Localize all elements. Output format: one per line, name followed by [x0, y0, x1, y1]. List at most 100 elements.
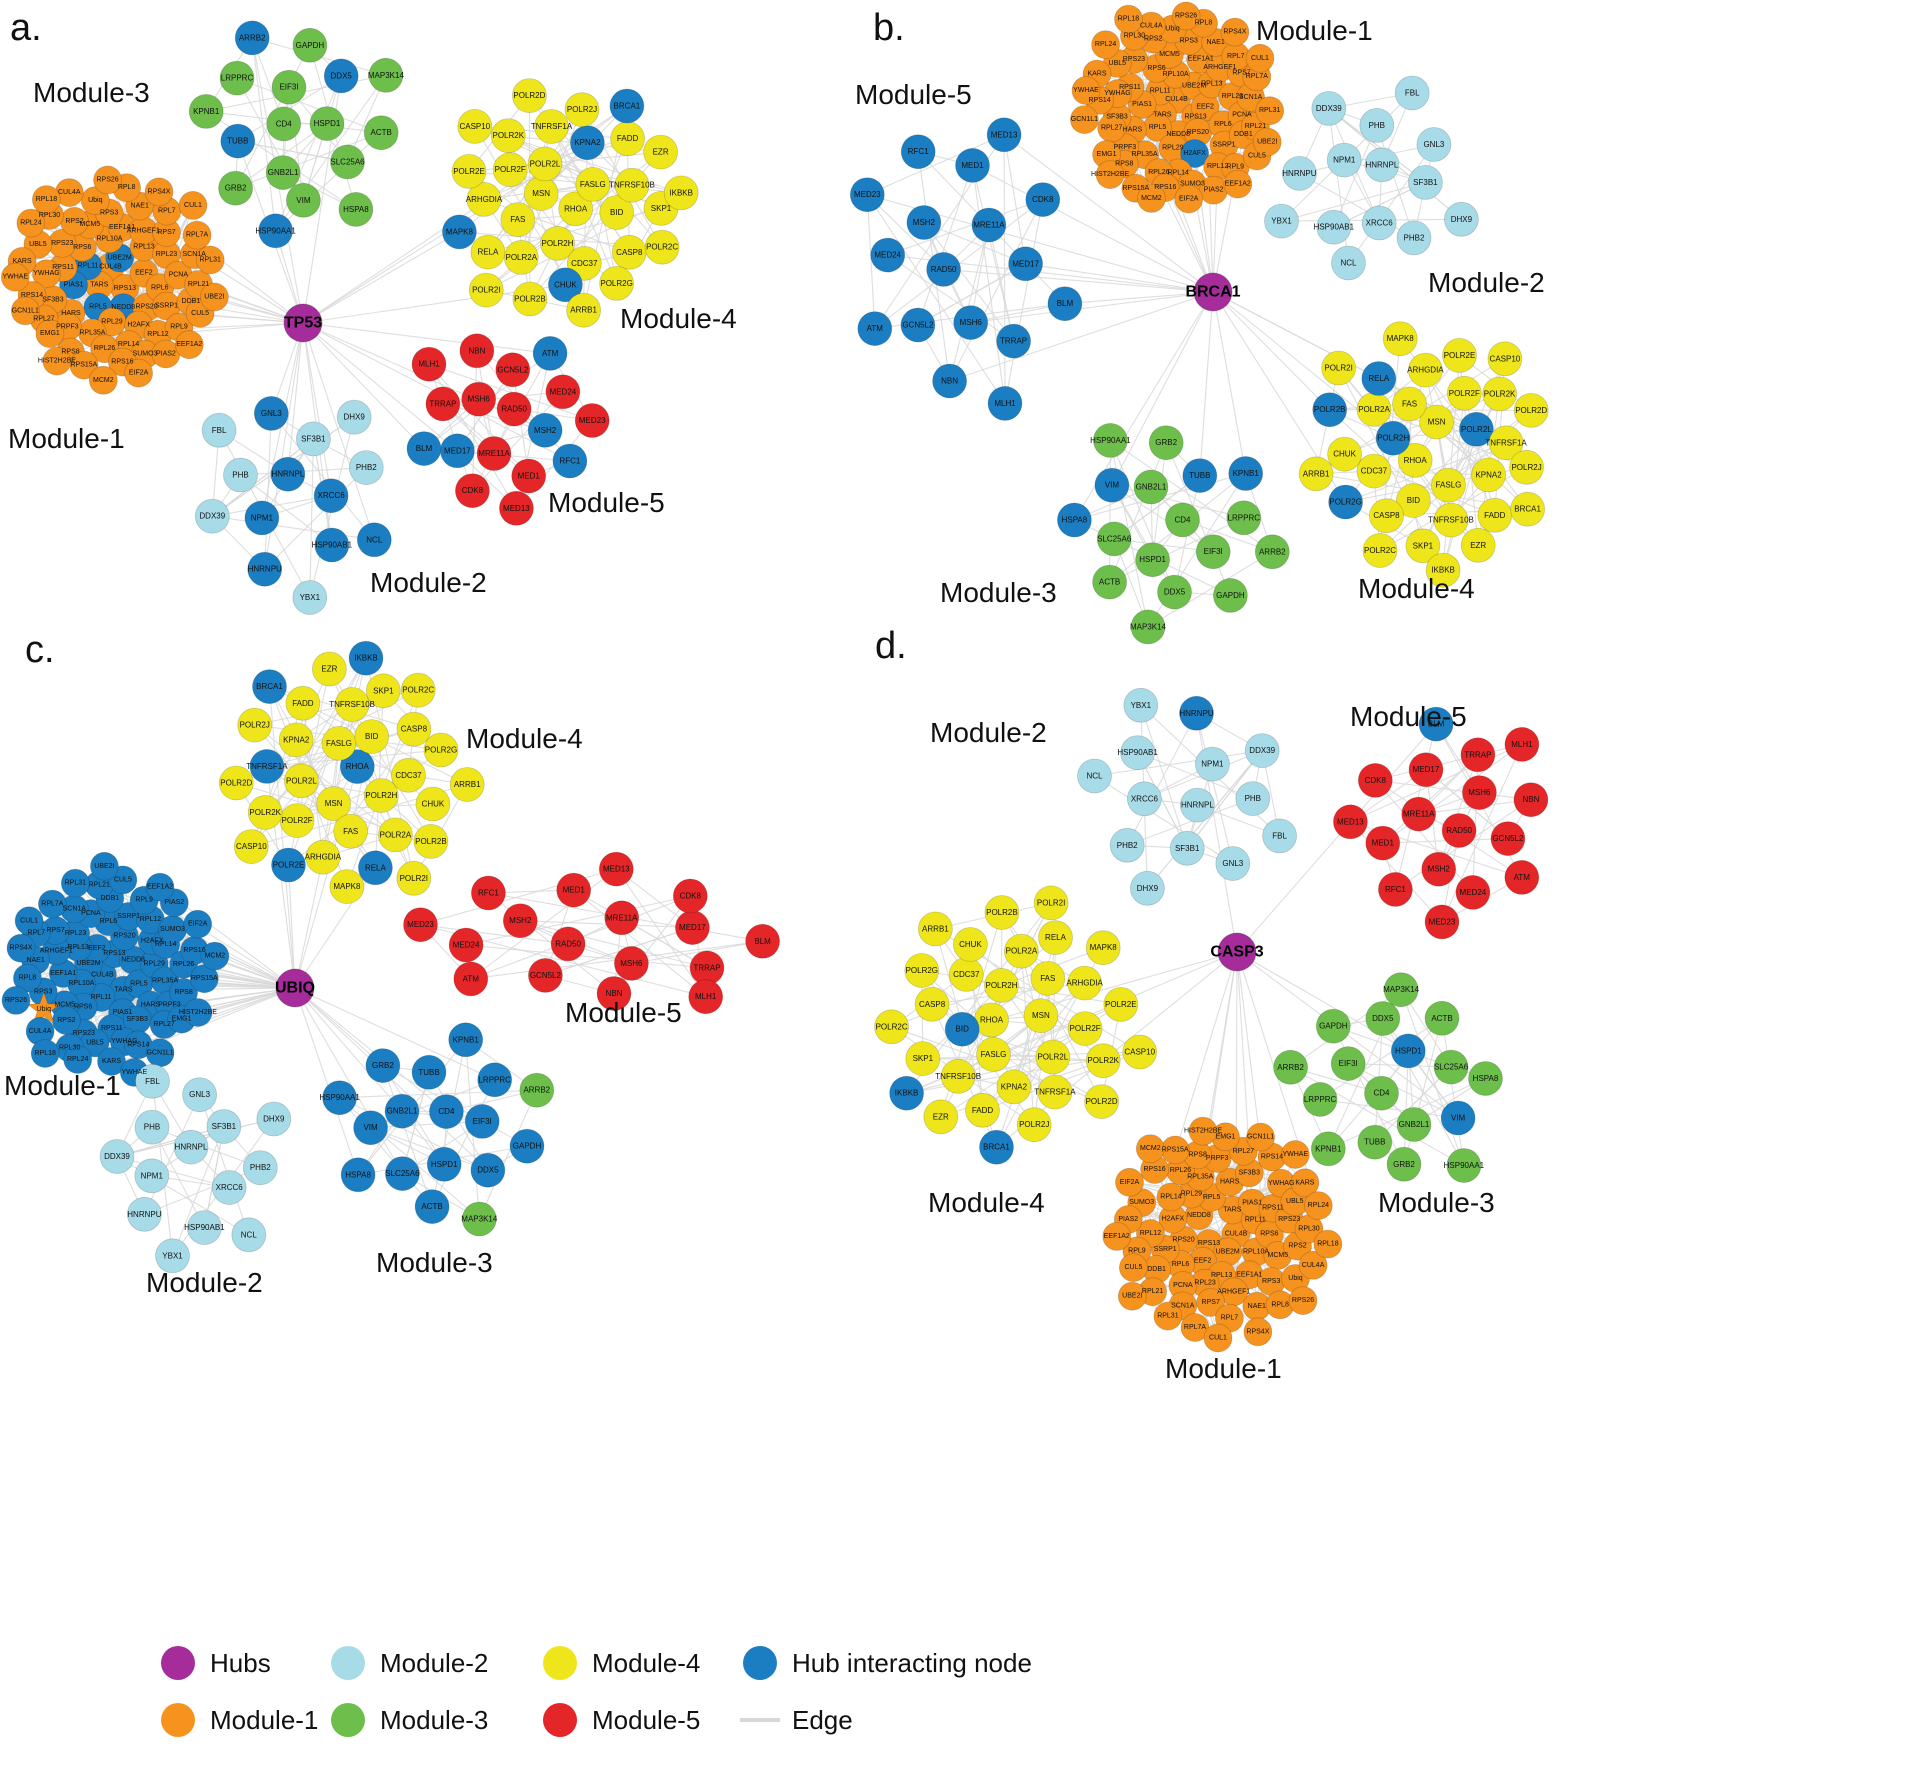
node-MLH1[interactable] [411, 346, 447, 382]
node-GCN5L2[interactable] [495, 352, 531, 388]
node-HSPD1[interactable] [309, 106, 345, 141]
node-GRB2[interactable] [365, 1048, 401, 1083]
node-POLR2L[interactable] [527, 146, 563, 182]
node-RHOA[interactable] [558, 191, 594, 227]
node-NBN[interactable] [596, 976, 632, 1011]
node-GAPDH[interactable] [292, 27, 328, 63]
node-RFC1[interactable] [552, 443, 588, 479]
node-CDK8[interactable] [454, 473, 490, 509]
node-MED13[interactable] [1333, 804, 1368, 840]
node-ACTB[interactable] [363, 115, 399, 151]
node-RELA[interactable] [357, 850, 393, 886]
node-EIF2A[interactable] [183, 909, 213, 939]
node-CHUK[interactable] [1327, 436, 1362, 472]
node-HNRNPL[interactable] [1364, 147, 1400, 183]
hub-node-UBIQ[interactable] [275, 968, 315, 1008]
node-RPS26[interactable] [1171, 1, 1201, 31]
node-DHX9[interactable] [1130, 870, 1165, 906]
node-KPNB1[interactable] [448, 1022, 484, 1058]
node-SLC25A6[interactable] [1433, 1049, 1469, 1085]
node-YWHAG[interactable] [32, 259, 61, 289]
node-GCN5L2[interactable] [1490, 821, 1526, 856]
node-DDX39[interactable] [99, 1139, 135, 1174]
node-RHOA[interactable] [339, 749, 375, 784]
node-RPL24[interactable] [1091, 30, 1120, 60]
node-RPS4X[interactable] [6, 933, 36, 963]
node-MED13[interactable] [986, 117, 1022, 153]
node-BRCA1[interactable] [979, 1129, 1014, 1165]
node-CASP10[interactable] [457, 109, 493, 144]
node-NBN[interactable] [1513, 782, 1549, 818]
node-UBE2I[interactable] [90, 851, 119, 881]
node-EEF1A2[interactable] [1102, 1222, 1132, 1251]
node-KPNA2[interactable] [278, 722, 314, 758]
node-RPL31[interactable] [195, 245, 225, 275]
node-MED1[interactable] [1365, 825, 1401, 861]
node-RFC1[interactable] [900, 134, 936, 170]
node-YBX1[interactable] [292, 580, 328, 615]
node-HNRNPL[interactable] [173, 1129, 209, 1165]
node-POLR2D[interactable] [512, 78, 547, 113]
node-BLM[interactable] [1418, 706, 1454, 742]
node-POLR2L[interactable] [1035, 1039, 1071, 1075]
node-DDX5[interactable] [1365, 1001, 1401, 1036]
node-HSPA8[interactable] [1057, 502, 1092, 538]
node-BLM[interactable] [406, 431, 442, 467]
node-GNB2L1[interactable] [384, 1093, 420, 1129]
node-PHB2[interactable] [1109, 827, 1145, 863]
node-RPL31[interactable] [60, 868, 90, 898]
node-MED23[interactable] [1424, 904, 1460, 940]
node-CD4[interactable] [428, 1094, 464, 1129]
node-NBN[interactable] [459, 333, 495, 369]
node-ACTB[interactable] [1424, 1000, 1460, 1036]
node-GNB2L1[interactable] [265, 155, 301, 191]
node-GNB2L1[interactable] [1133, 469, 1169, 505]
node-ARRB2[interactable] [1273, 1049, 1308, 1085]
node-MCM2[interactable] [1135, 1134, 1165, 1164]
node-RAD50[interactable] [1441, 813, 1477, 848]
node-SLC25A6[interactable] [330, 144, 365, 180]
node-TRRAP[interactable] [996, 323, 1031, 359]
node-RPS4X[interactable] [144, 177, 174, 207]
node-RPL8[interactable] [12, 963, 42, 993]
node-HNRNPU[interactable] [1282, 155, 1317, 191]
node-CHUK[interactable] [548, 267, 583, 303]
node-GNL3[interactable] [253, 395, 289, 431]
node-BID[interactable] [944, 1011, 980, 1047]
node-YWHAE[interactable] [1071, 76, 1101, 105]
node-GNL3[interactable] [182, 1077, 218, 1113]
node-CD4[interactable] [1364, 1075, 1399, 1111]
node-POLR2J[interactable] [1016, 1107, 1052, 1143]
node-POLR2J[interactable] [237, 707, 273, 743]
node-RPS4X[interactable] [1243, 1317, 1273, 1347]
node-SKP1[interactable] [365, 673, 401, 709]
node-ARRB1[interactable] [566, 292, 601, 328]
node-EZR[interactable] [923, 1099, 959, 1135]
node-DHX9[interactable] [1444, 201, 1479, 237]
node-CUL1[interactable] [178, 190, 208, 220]
node-YWHAE[interactable] [0, 262, 30, 292]
node-RPS7[interactable] [1196, 1288, 1226, 1317]
node-POLR2I[interactable] [1033, 885, 1069, 921]
node-TNFRSF10B[interactable] [614, 167, 650, 203]
node-MAPK8[interactable] [1085, 930, 1121, 966]
node-MED23[interactable] [403, 907, 438, 943]
node-HSP90AA1[interactable] [1446, 1148, 1482, 1183]
node-POLR2E[interactable] [271, 847, 306, 883]
node-POLR2E[interactable] [1442, 337, 1477, 373]
node-MAP3K14[interactable] [368, 57, 404, 93]
node-RPS4X[interactable] [1220, 17, 1250, 47]
node-MSH2[interactable] [502, 903, 538, 939]
node-POLR2G[interactable] [1328, 484, 1363, 520]
node-RELA[interactable] [1361, 361, 1397, 396]
node-NPM1[interactable] [244, 500, 280, 536]
node-MED24[interactable] [1455, 875, 1491, 910]
node-HSPD1[interactable] [1135, 542, 1170, 578]
node-RPL14[interactable] [1156, 1182, 1186, 1212]
node-GAPDH[interactable] [1315, 1008, 1351, 1044]
node-HSPD1[interactable] [426, 1146, 462, 1182]
node-MSH6[interactable] [461, 381, 497, 417]
node-CASP8[interactable] [1369, 498, 1404, 534]
node-MAPK8[interactable] [1382, 321, 1418, 357]
node-HSP90AB1[interactable] [1120, 735, 1155, 771]
